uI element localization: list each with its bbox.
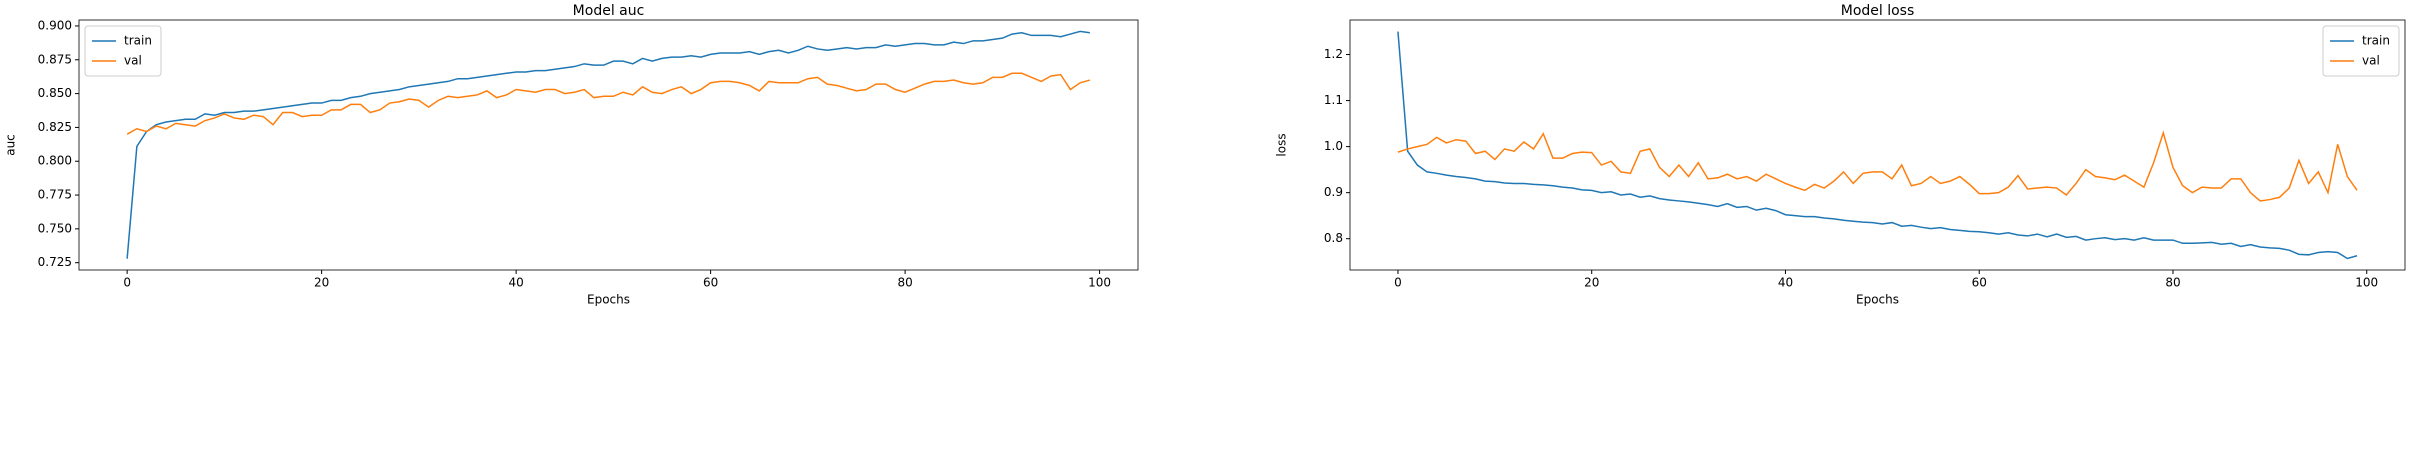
y-tick-label: 0.9 — [1324, 185, 1343, 199]
y-tick-label: 0.800 — [38, 154, 72, 168]
x-tick-label: 100 — [2355, 276, 2378, 290]
x-tick-label: 0 — [123, 276, 131, 290]
plot-frame — [78, 19, 1139, 271]
y-tick-label: 0.8 — [1324, 231, 1343, 245]
y-tick-label: 0.725 — [38, 255, 72, 269]
y-tick-label: 0.775 — [38, 188, 72, 202]
x-tick-label: 60 — [703, 276, 718, 290]
y-tick-label: 0.750 — [38, 221, 72, 235]
legend-label: train — [124, 34, 152, 48]
chart-title: Model loss — [1841, 3, 1915, 19]
x-axis-label: Epochs — [1856, 293, 1899, 307]
x-tick-label: 0 — [1394, 276, 1402, 290]
y-tick-label: 0.825 — [38, 120, 72, 134]
y-tick-label: 0.900 — [38, 18, 72, 32]
chart-title: Model auc — [573, 3, 645, 19]
y-tick-label: 0.850 — [38, 86, 72, 100]
legend-box — [84, 25, 162, 77]
x-tick-label: 80 — [897, 276, 912, 290]
series-line — [1397, 130, 2358, 202]
plot-frame — [1349, 19, 2406, 271]
x-tick-label: 60 — [1972, 276, 1987, 290]
series-line — [1397, 31, 2358, 260]
y-tick-label: 0.875 — [38, 52, 72, 66]
y-tick-label: 1.1 — [1324, 93, 1343, 107]
x-tick-label: 40 — [1778, 276, 1793, 290]
y-axis-label: auc — [4, 134, 18, 156]
x-tick-label: 20 — [1584, 276, 1599, 290]
x-axis-label: Epochs — [587, 293, 630, 307]
legend-label: val — [124, 54, 142, 68]
legend-label: val — [2362, 54, 2380, 68]
x-tick-label: 20 — [314, 276, 329, 290]
x-tick-label: 100 — [1088, 276, 1111, 290]
y-tick-label: 1.2 — [1324, 47, 1343, 61]
series-line — [126, 72, 1091, 135]
legend-label: train — [2362, 34, 2390, 48]
legend-box — [2322, 25, 2400, 77]
x-tick-label: 80 — [2165, 276, 2180, 290]
x-tick-label: 40 — [508, 276, 523, 290]
series-line — [126, 30, 1090, 259]
y-axis-label: loss — [1275, 133, 1289, 156]
y-tick-label: 1.0 — [1324, 139, 1343, 153]
